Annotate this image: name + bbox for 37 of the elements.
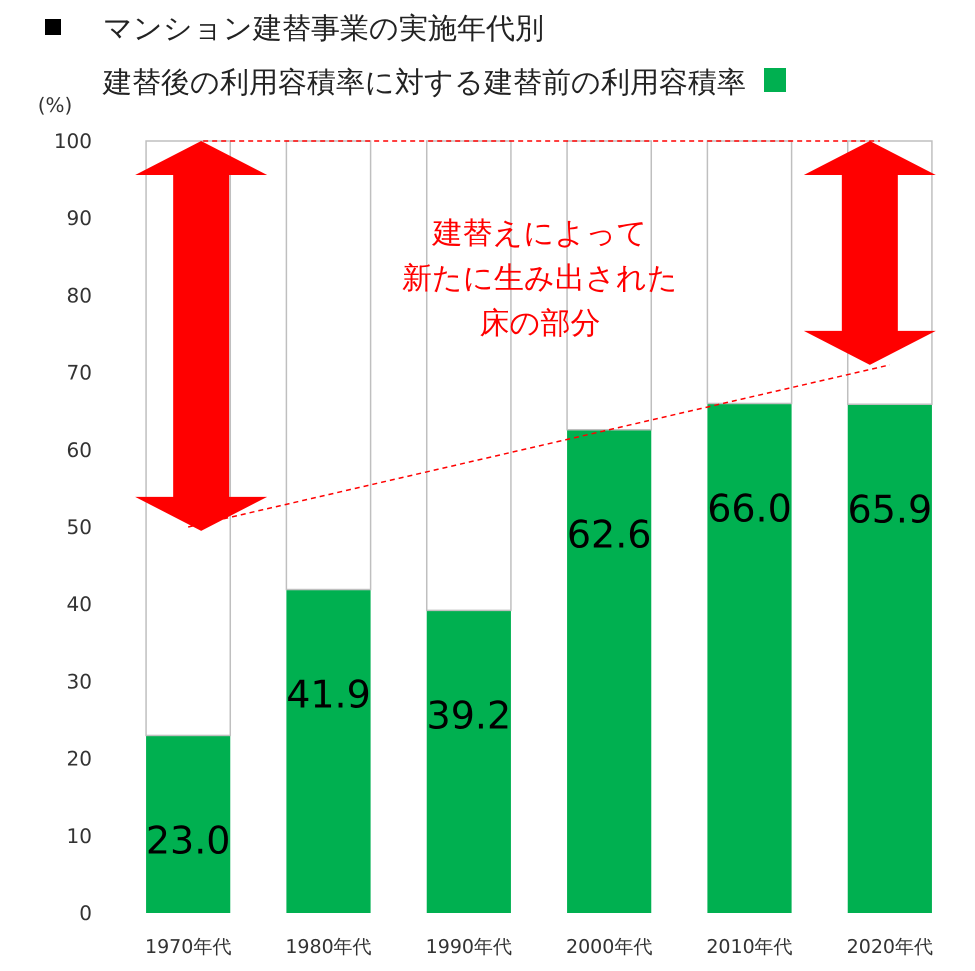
y-tick-label: 90 xyxy=(66,206,92,230)
x-tick-label: 2000年代 xyxy=(566,936,652,958)
x-tick-label: 2020年代 xyxy=(846,936,934,958)
text: 62.6 xyxy=(566,512,652,557)
y-tick-label: 50 xyxy=(66,515,92,539)
x-tick-label: 1980年代 xyxy=(285,936,372,958)
annotation: 新たに生み出された xyxy=(402,261,678,296)
text: 66.0 xyxy=(707,486,792,530)
bar xyxy=(567,430,652,913)
title: マンション建替事業の実施年代別 xyxy=(103,11,544,45)
text: 65.9 xyxy=(848,487,932,532)
x-tick-label: 1990年代 xyxy=(426,936,512,958)
y-tick-label: 0 xyxy=(79,901,92,925)
bar xyxy=(706,140,792,404)
y-tick-label: 100 xyxy=(54,129,92,153)
annotation: 床の部分 xyxy=(480,306,600,341)
bar xyxy=(146,735,230,913)
bar xyxy=(707,403,792,913)
y-tick-label: 60 xyxy=(66,438,92,462)
bar xyxy=(848,404,932,913)
y-axis-title: (%) xyxy=(38,93,72,117)
y-tick-label: 40 xyxy=(66,592,92,616)
bar xyxy=(286,590,371,913)
text: 23.0 xyxy=(146,818,230,862)
x-tick-label: 1970年代 xyxy=(144,936,232,958)
y-tick-label: 10 xyxy=(66,824,92,848)
legend: 建替後の利用容積率に対する建替前の利用容積率 xyxy=(103,65,786,99)
bar xyxy=(426,610,511,913)
y-tick-label: 80 xyxy=(66,283,92,308)
x-tick-label: 2010年代 xyxy=(706,936,793,958)
y-tick-label: 20 xyxy=(66,746,92,771)
text: 41.9 xyxy=(286,672,371,717)
text: 39.2 xyxy=(426,693,512,738)
y-tick-label: 30 xyxy=(66,669,92,694)
bar xyxy=(286,140,372,590)
annotation: 建替えによって xyxy=(432,216,648,251)
y-tick-label: 70 xyxy=(66,360,92,385)
